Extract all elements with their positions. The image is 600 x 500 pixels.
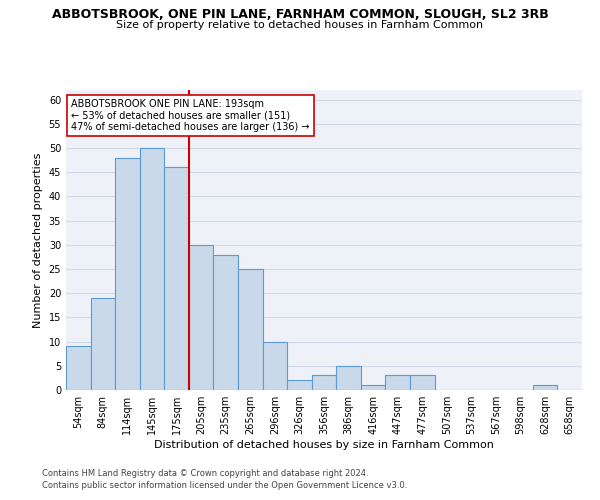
Bar (91, 298, 115, 390)
Bar (164, 168, 189, 390)
Text: ABBOTSBROOK ONE PIN LANE: 193sqm
← 53% of detached houses are smaller (151)
47% : ABBOTSBROOK ONE PIN LANE: 193sqm ← 53% o… (71, 99, 310, 132)
Text: Contains public sector information licensed under the Open Government Licence v3: Contains public sector information licen… (42, 481, 407, 490)
Bar (336, 366, 361, 390)
Bar (263, 342, 287, 390)
Text: ABBOTSBROOK, ONE PIN LANE, FARNHAM COMMON, SLOUGH, SL2 3RB: ABBOTSBROOK, ONE PIN LANE, FARNHAM COMMO… (52, 8, 548, 20)
Bar (312, 376, 336, 390)
Y-axis label: Number of detached properties: Number of detached properties (33, 152, 43, 328)
Bar (361, 385, 385, 390)
Bar (214, 254, 238, 390)
Bar (66, 346, 91, 390)
Text: Contains HM Land Registry data © Crown copyright and database right 2024.: Contains HM Land Registry data © Crown c… (42, 468, 368, 477)
X-axis label: Distribution of detached houses by size in Farnham Common: Distribution of detached houses by size … (154, 440, 494, 450)
Bar (115, 158, 140, 390)
Bar (410, 376, 434, 390)
Bar (140, 148, 164, 390)
Bar (189, 245, 214, 390)
Text: Size of property relative to detached houses in Farnham Common: Size of property relative to detached ho… (116, 20, 484, 30)
Bar (287, 380, 312, 390)
Bar (385, 376, 410, 390)
Bar (533, 385, 557, 390)
Bar (238, 269, 263, 390)
